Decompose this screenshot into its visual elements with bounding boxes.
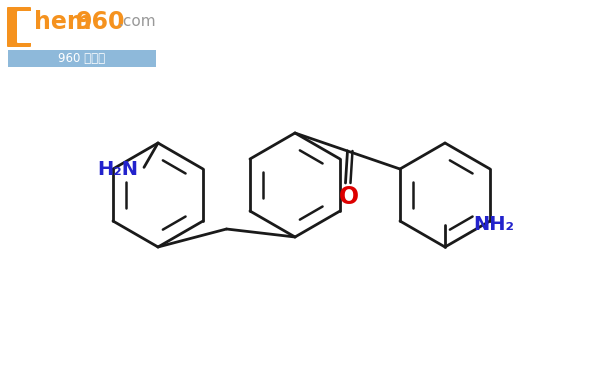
Text: hem: hem [34,10,91,34]
Text: NH₂: NH₂ [473,216,514,234]
Text: 960 化工网: 960 化工网 [59,53,105,66]
Bar [8,50,156,67]
Text: H₂N: H₂N [97,160,139,179]
FancyBboxPatch shape [17,11,35,43]
Text: 960: 960 [76,10,125,34]
Text: .com: .com [118,14,155,29]
FancyBboxPatch shape [7,7,31,47]
Text: O: O [338,185,359,209]
